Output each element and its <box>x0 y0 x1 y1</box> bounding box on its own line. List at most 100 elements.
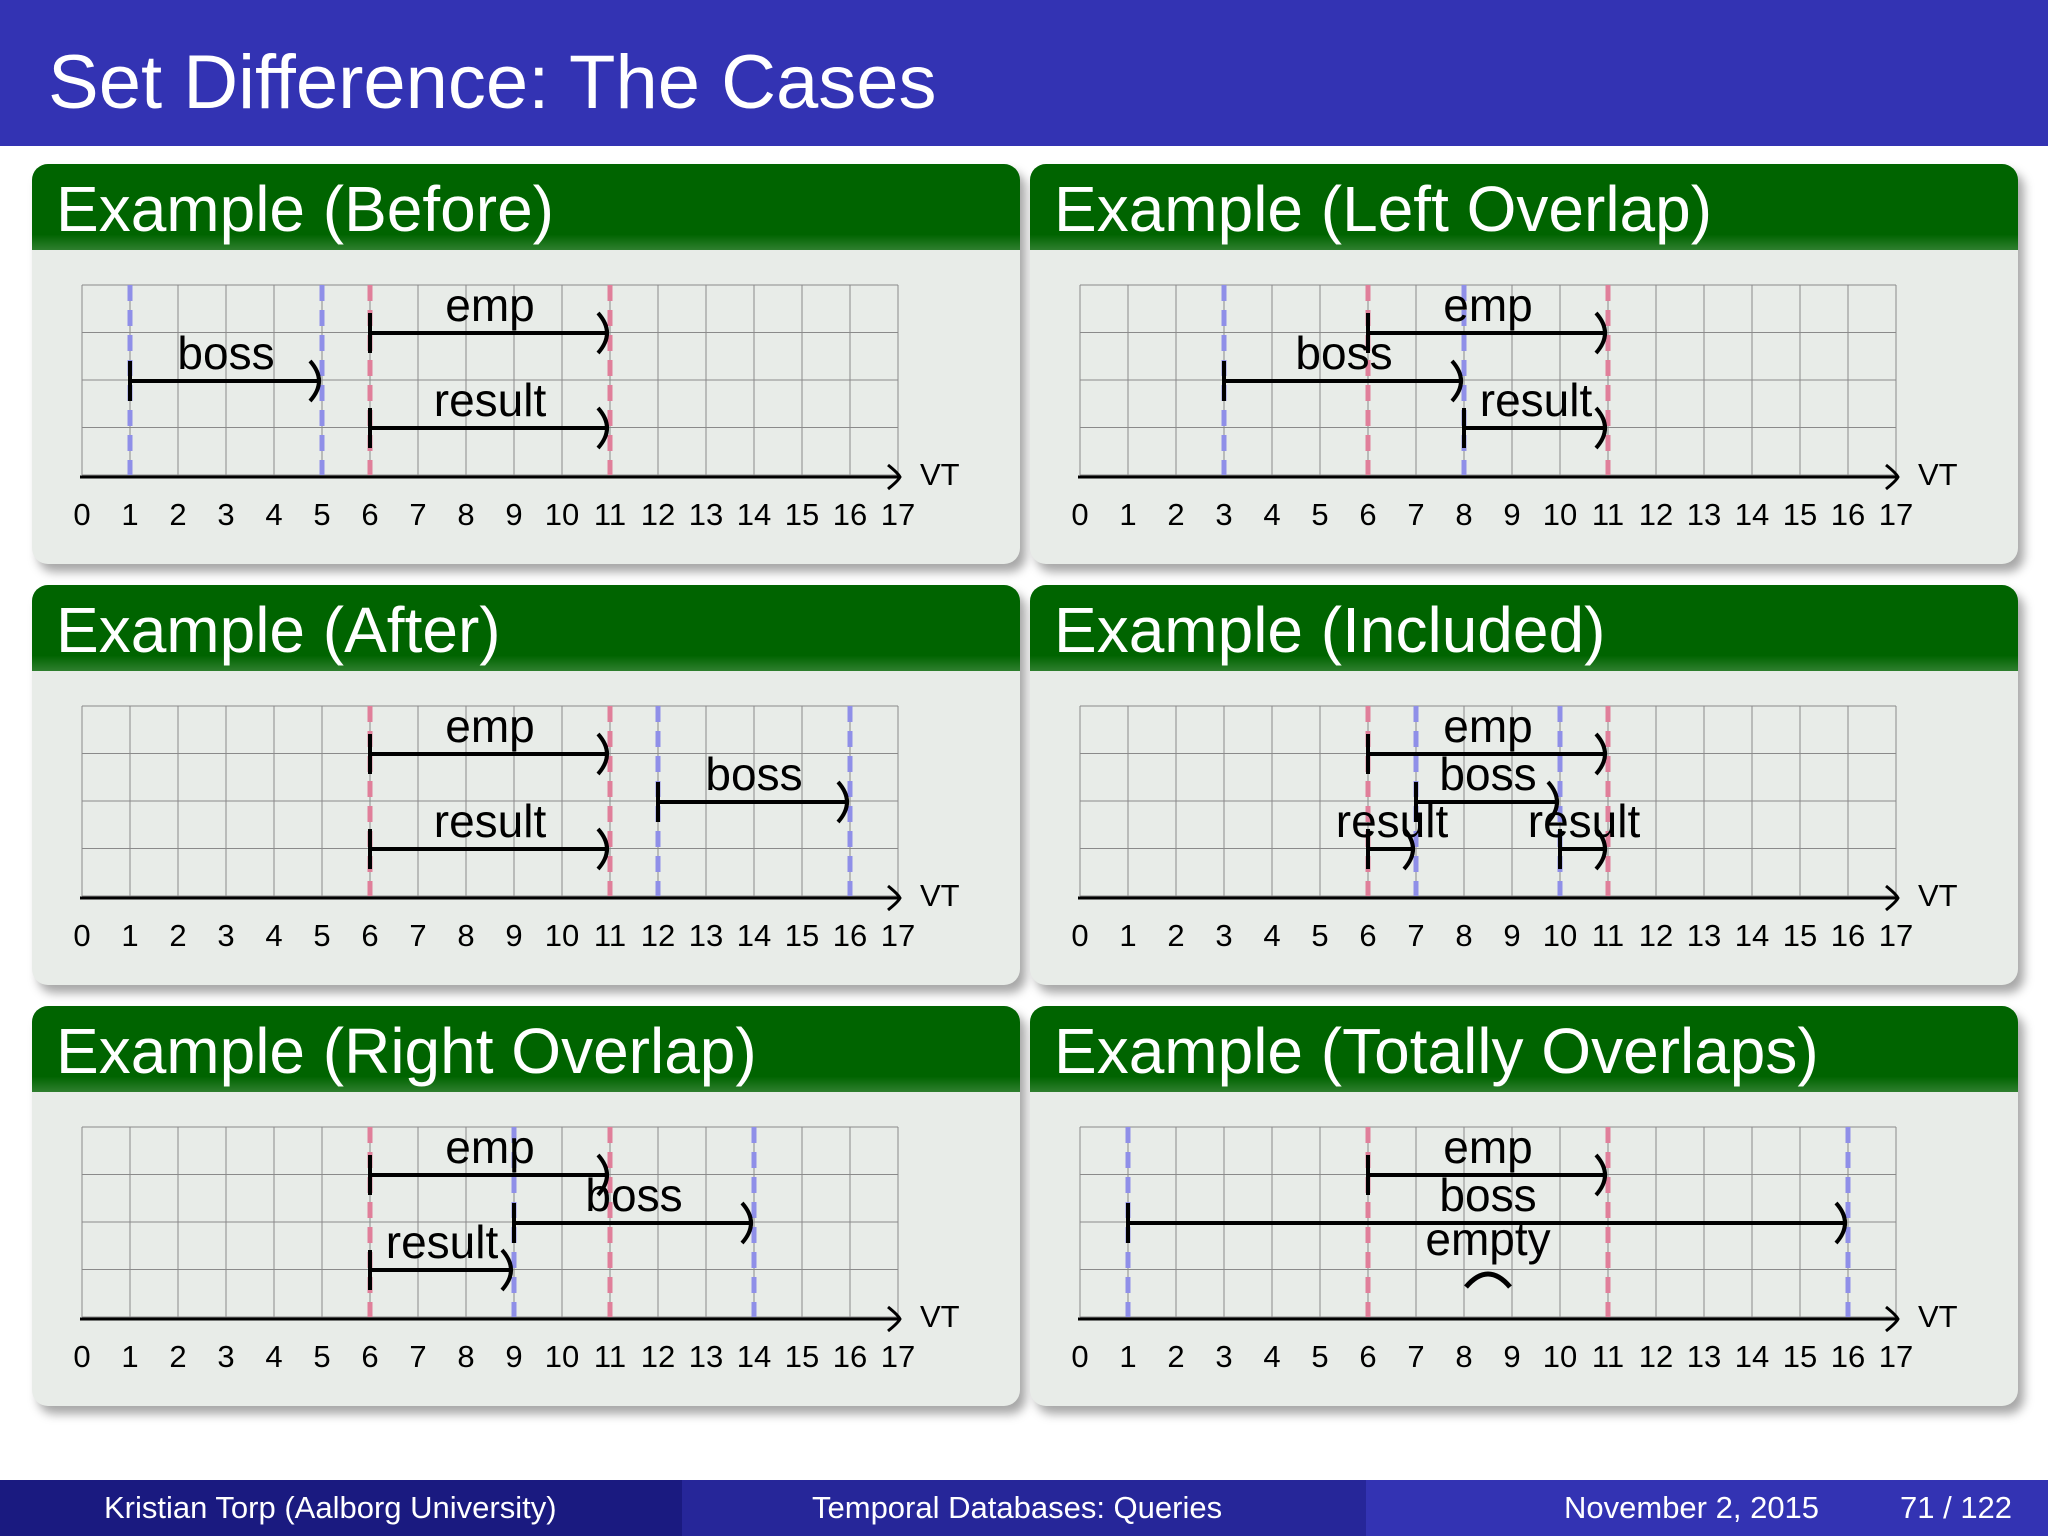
tick-label: 2 <box>1167 918 1184 953</box>
interval-bar-boss: boss <box>512 1169 753 1245</box>
interval-end-paren <box>1834 1201 1847 1245</box>
interval-end-paren <box>1402 827 1415 871</box>
tick-label: 1 <box>1119 497 1136 532</box>
footer-date: November 2, 2015 <box>1564 1490 1820 1525</box>
tick-label: 0 <box>1071 918 1088 953</box>
axis-arrowhead <box>1885 884 1900 912</box>
tick-label: 3 <box>217 1339 234 1374</box>
tick-label: 17 <box>1879 497 1913 532</box>
tick-label: 14 <box>1735 497 1769 532</box>
panel-title: Example (Included) <box>1054 594 1606 666</box>
tick-label: 6 <box>1359 918 1376 953</box>
panel-header: Example (Right Overlap) <box>32 1006 1020 1092</box>
tick-label: 7 <box>1407 918 1424 953</box>
tick-label: 13 <box>1687 497 1721 532</box>
interval-bar-boss: boss <box>128 327 321 403</box>
tick-label: 15 <box>1783 918 1817 953</box>
interval-end-paren <box>596 311 609 355</box>
interval-label: result <box>1480 374 1593 426</box>
interval-bar-result: result <box>368 374 609 450</box>
footer-author: Kristian Torp (Aalborg University) <box>104 1490 557 1525</box>
tick-label: 15 <box>1783 497 1817 532</box>
tick-label: 12 <box>1639 1339 1673 1374</box>
example-panel: Example (Included) VT 0 1 2 3 4 5 6 7 8 9 10 11 12 13 14… <box>1030 585 2018 985</box>
timeline-diagram: VT0 1 2 3 4 5 6 7 8 9 10 11 12 13 14 15 16 17empbossresul… <box>1071 700 1958 953</box>
interval-bar-boss: boss <box>1414 748 1559 824</box>
tick-label: 2 <box>169 1339 186 1374</box>
tick-label: 8 <box>1455 1339 1472 1374</box>
interval-label: boss <box>1439 1169 1536 1221</box>
interval-bar-emp: emp <box>368 1121 609 1197</box>
tick-label: 12 <box>641 918 675 953</box>
interval-bar-emp: emp <box>368 700 609 776</box>
tick-label: 15 <box>785 497 819 532</box>
tick-label: 1 <box>121 1339 138 1374</box>
axis-label: VT <box>1918 457 1958 492</box>
axis-label: VT <box>920 1299 960 1334</box>
tick-label: 13 <box>689 1339 723 1374</box>
tick-label: 1 <box>1119 1339 1136 1374</box>
tick-label: 9 <box>505 918 522 953</box>
footer-course: Temporal Databases: Queries <box>812 1490 1223 1525</box>
axis-arrowhead <box>1885 463 1900 491</box>
axis-label: VT <box>1918 1299 1958 1334</box>
axis-label: VT <box>1918 878 1958 913</box>
tick-label: 2 <box>1167 1339 1184 1374</box>
tick-label: 6 <box>361 918 378 953</box>
tick-label: 12 <box>1639 497 1673 532</box>
tick-label: 12 <box>1639 918 1673 953</box>
footer-date-segment: November 2, 2015 71 / 122 <box>1366 1480 2048 1536</box>
tick-label: 9 <box>1503 497 1520 532</box>
tick-label: 3 <box>217 497 234 532</box>
example-panel: Example (After) VT 0 1 2 3 4 5 6 7 8 9 10 11 12 13 14 15 1… <box>32 585 1020 985</box>
tick-label: 0 <box>73 918 90 953</box>
interval-label: boss <box>1439 748 1536 800</box>
tick-label: 16 <box>1831 918 1865 953</box>
tick-label: 2 <box>169 497 186 532</box>
tick-label: 11 <box>594 497 626 532</box>
tick-label: 17 <box>881 1339 915 1374</box>
tick-label: 6 <box>1359 497 1376 532</box>
tick-label: 14 <box>1735 1339 1769 1374</box>
footer-course-segment: Temporal Databases: Queries <box>682 1480 1366 1536</box>
tick-label: 17 <box>881 497 915 532</box>
tick-label: 8 <box>1455 918 1472 953</box>
interval-end-paren <box>836 780 849 824</box>
interval-label: result <box>386 1216 499 1268</box>
tick-label: 3 <box>1215 497 1232 532</box>
panel-header: Example (Totally Overlaps) <box>1030 1006 2018 1092</box>
tick-label: 9 <box>1503 918 1520 953</box>
panel-header: Example (Before) <box>32 164 1020 250</box>
interval-end-paren <box>596 406 609 450</box>
tick-label: 6 <box>1359 1339 1376 1374</box>
interval-bar-result: result <box>1462 374 1607 450</box>
panel-title: Example (Left Overlap) <box>1054 173 1713 245</box>
tick-label: 0 <box>73 1339 90 1374</box>
tick-label: 14 <box>1735 918 1769 953</box>
interval-bar-boss: boss <box>1126 1169 1847 1245</box>
tick-label: 3 <box>217 918 234 953</box>
axis-arrowhead <box>887 1305 902 1333</box>
interval-end-paren <box>1594 406 1607 450</box>
tick-label: 16 <box>1831 1339 1865 1374</box>
interval-end-paren <box>1546 780 1559 824</box>
panel-header: Example (After) <box>32 585 1020 671</box>
tick-label: 15 <box>785 1339 819 1374</box>
empty-label: empty <box>1425 1213 1550 1265</box>
tick-label: 17 <box>1879 1339 1913 1374</box>
interval-bar-result: result <box>1528 795 1640 871</box>
tick-label: 13 <box>689 918 723 953</box>
interval-label: result <box>434 795 547 847</box>
tick-label: 10 <box>1543 497 1577 532</box>
interval-label: emp <box>445 1121 534 1173</box>
interval-end-paren <box>500 1248 513 1292</box>
interval-label: boss <box>1295 327 1392 379</box>
tick-label: 4 <box>265 1339 282 1374</box>
footer: Kristian Torp (Aalborg University) Tempo… <box>0 1480 2048 1536</box>
interval-label: emp <box>445 700 534 752</box>
example-panel: Example (Before) VT 0 1 2 3 4 5 6 7 8 9 10 11 12 13 14 15… <box>32 164 1020 564</box>
tick-label: 13 <box>1687 918 1721 953</box>
interval-label: emp <box>1443 1121 1532 1173</box>
panel-title: Example (After) <box>56 594 501 666</box>
axis-label: VT <box>920 457 960 492</box>
